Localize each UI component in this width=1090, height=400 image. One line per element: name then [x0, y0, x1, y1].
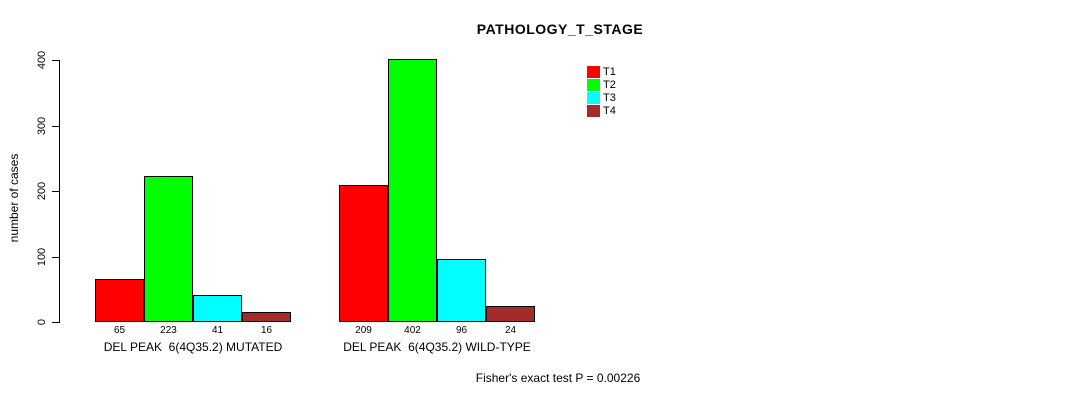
y-tick [52, 322, 59, 323]
y-tick [52, 191, 59, 192]
legend-label-t4: T4 [603, 105, 616, 117]
y-tick-label: 400 [36, 50, 48, 70]
y-axis-line [59, 60, 60, 323]
fisher-note: Fisher's exact test P = 0.00226 [475, 371, 641, 385]
bar-t2-group2 [388, 59, 437, 322]
bar-value-label: 65 [113, 325, 126, 336]
bar-value-label: 402 [404, 325, 421, 336]
bar-value-label: 209 [355, 325, 372, 336]
bar-t2-group1 [144, 176, 193, 322]
legend-swatch-t4 [587, 105, 600, 117]
legend-label-t1: T1 [603, 66, 616, 78]
y-tick [52, 60, 59, 61]
bar-t3-group2 [437, 259, 486, 322]
bar-t3-group1 [193, 295, 242, 322]
bar-value-label: 24 [504, 325, 517, 336]
y-tick-label: 300 [36, 116, 48, 136]
bar-t1-group1 [95, 279, 144, 322]
y-axis-title: number of cases [7, 153, 21, 243]
x-group-label: DEL PEAK 6(4Q35.2) WILD-TYPE [343, 340, 531, 354]
y-tick-label: 0 [36, 318, 48, 326]
bar-value-label: 96 [455, 325, 468, 336]
legend-swatch-t2 [587, 79, 600, 91]
bar-t4-group1 [242, 312, 291, 322]
legend-swatch-t3 [587, 92, 600, 104]
chart-title: PATHOLOGY_T_STAGE [476, 21, 644, 37]
legend-label-t3: T3 [603, 92, 616, 104]
x-group-label: DEL PEAK 6(4Q35.2) MUTATED [103, 340, 283, 354]
y-tick-label: 100 [36, 247, 48, 267]
legend-label-t2: T2 [603, 79, 616, 91]
bar-t1-group2 [339, 185, 388, 322]
bar-value-label: 41 [211, 325, 224, 336]
bar-t4-group2 [486, 306, 535, 322]
y-tick-label: 200 [36, 181, 48, 201]
bar-value-label: 16 [260, 325, 273, 336]
y-tick [52, 257, 59, 258]
bar-value-label: 223 [160, 325, 177, 336]
y-tick [52, 126, 59, 127]
legend-swatch-t1 [587, 66, 600, 78]
